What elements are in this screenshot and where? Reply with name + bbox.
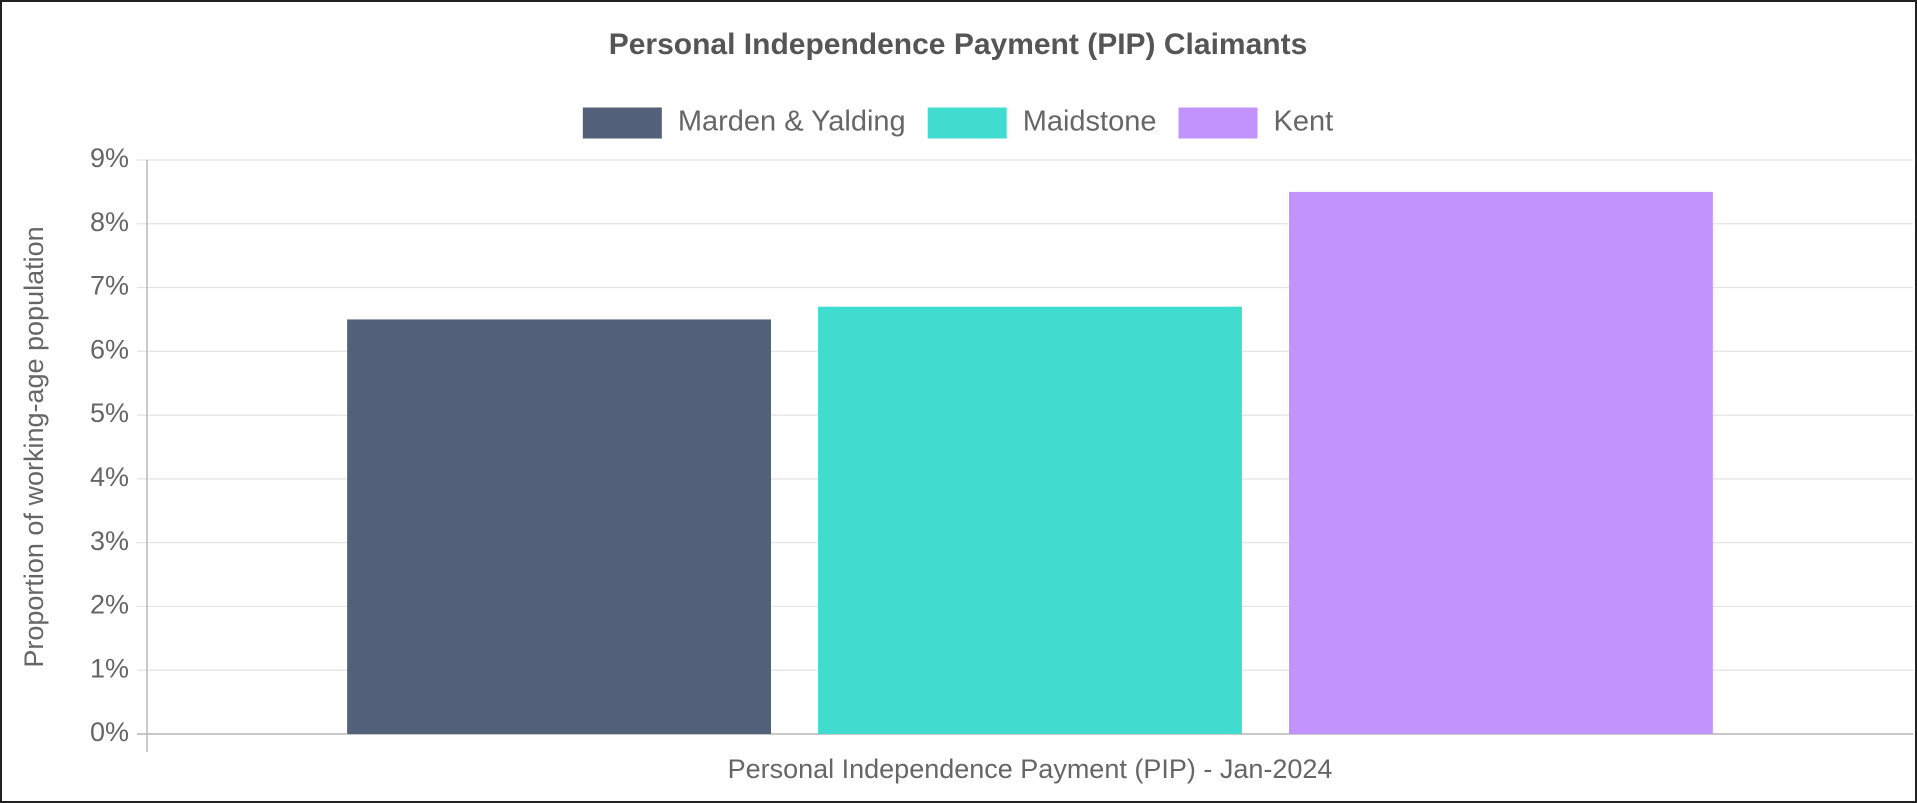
y-tick-label: 4%: [90, 462, 129, 492]
legend-label: Maidstone: [1023, 106, 1157, 138]
legend-swatch: [927, 107, 1007, 139]
y-tick-label: 7%: [90, 271, 129, 301]
legend-swatch: [1178, 107, 1258, 139]
bar: [1289, 191, 1713, 734]
legend-label: Kent: [1274, 106, 1334, 138]
y-tick-label: 6%: [90, 334, 129, 364]
y-tick-label: 0%: [90, 717, 129, 747]
y-tick-label: 8%: [90, 207, 129, 237]
y-tick-label: 5%: [90, 398, 129, 428]
y-tick-label: 2%: [90, 590, 129, 620]
x-tick-label: Personal Independence Payment (PIP) - Ja…: [728, 754, 1333, 784]
bar: [818, 306, 1242, 734]
y-tick-label: 1%: [90, 653, 129, 683]
y-axis-label: Proportion of working-age population: [19, 226, 49, 667]
y-tick-label: 3%: [90, 526, 129, 556]
y-tick-label: 9%: [90, 143, 129, 173]
chart-title: Personal Independence Payment (PIP) Clai…: [609, 28, 1308, 61]
bar: [347, 319, 771, 734]
legend-label: Marden & Yalding: [678, 106, 906, 138]
legend-swatch: [582, 107, 662, 139]
